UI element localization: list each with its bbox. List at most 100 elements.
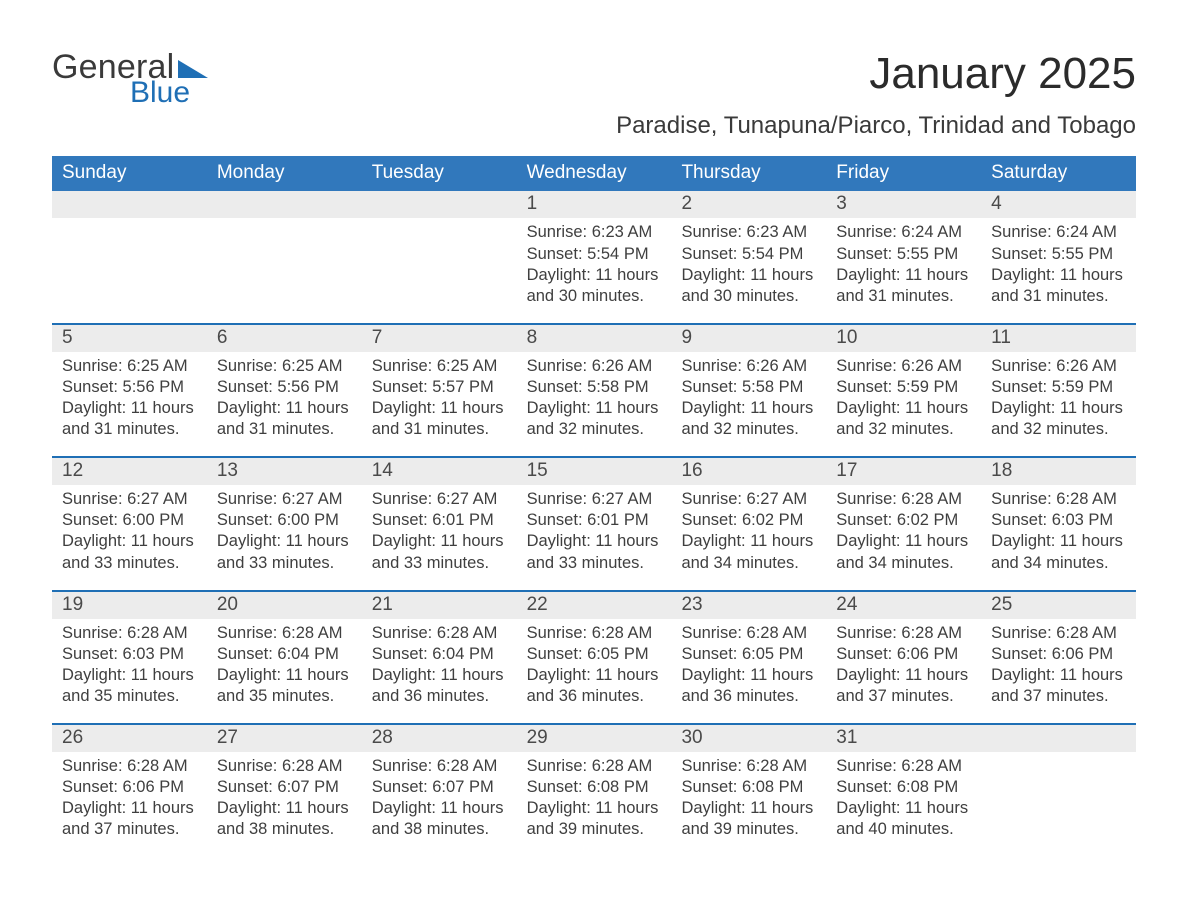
daylight-line: Daylight: 11 hours and 33 minutes. — [372, 531, 507, 573]
calendar-day-cell — [52, 191, 207, 322]
day-number: 14 — [362, 458, 517, 485]
daylight-line: Daylight: 11 hours and 32 minutes. — [991, 398, 1126, 440]
sunrise-line: Sunrise: 6:26 AM — [836, 356, 971, 377]
day-number: 3 — [826, 191, 981, 218]
daylight-line: Daylight: 11 hours and 32 minutes. — [527, 398, 662, 440]
sunset-line: Sunset: 6:02 PM — [836, 510, 971, 531]
sunset-line: Sunset: 6:07 PM — [217, 777, 352, 798]
sunrise-line: Sunrise: 6:28 AM — [681, 623, 816, 644]
daylight-line: Daylight: 11 hours and 31 minutes. — [217, 398, 352, 440]
day-details: Sunrise: 6:28 AMSunset: 6:05 PMDaylight:… — [517, 619, 672, 707]
calendar-day-cell: 5Sunrise: 6:25 AMSunset: 5:56 PMDaylight… — [52, 325, 207, 456]
sunrise-line: Sunrise: 6:28 AM — [372, 756, 507, 777]
day-details: Sunrise: 6:28 AMSunset: 6:04 PMDaylight:… — [362, 619, 517, 707]
calendar-weeks: 1Sunrise: 6:23 AMSunset: 5:54 PMDaylight… — [52, 191, 1136, 856]
calendar-day-cell: 31Sunrise: 6:28 AMSunset: 6:08 PMDayligh… — [826, 725, 981, 856]
day-details: Sunrise: 6:28 AMSunset: 6:03 PMDaylight:… — [981, 485, 1136, 573]
day-details: Sunrise: 6:28 AMSunset: 6:07 PMDaylight:… — [362, 752, 517, 840]
calendar-day-cell: 29Sunrise: 6:28 AMSunset: 6:08 PMDayligh… — [517, 725, 672, 856]
title-block: January 2025 Paradise, Tunapuna/Piarco, … — [616, 50, 1136, 140]
day-details: Sunrise: 6:27 AMSunset: 6:01 PMDaylight:… — [517, 485, 672, 573]
sunrise-line: Sunrise: 6:24 AM — [991, 222, 1126, 243]
brand-logo: General Blue — [52, 50, 212, 108]
day-number: 6 — [207, 325, 362, 352]
daylight-line: Daylight: 11 hours and 37 minutes. — [62, 798, 197, 840]
sunset-line: Sunset: 5:58 PM — [527, 377, 662, 398]
day-number: 20 — [207, 592, 362, 619]
sunset-line: Sunset: 5:55 PM — [836, 244, 971, 265]
weekday-header: Monday — [207, 156, 362, 191]
sunset-line: Sunset: 6:08 PM — [681, 777, 816, 798]
calendar-day-cell: 9Sunrise: 6:26 AMSunset: 5:58 PMDaylight… — [671, 325, 826, 456]
day-number: 16 — [671, 458, 826, 485]
sunrise-line: Sunrise: 6:27 AM — [681, 489, 816, 510]
sunset-line: Sunset: 6:06 PM — [62, 777, 197, 798]
day-details: Sunrise: 6:27 AMSunset: 6:02 PMDaylight:… — [671, 485, 826, 573]
weekday-header: Saturday — [981, 156, 1136, 191]
sunrise-line: Sunrise: 6:28 AM — [372, 623, 507, 644]
sunset-line: Sunset: 6:02 PM — [681, 510, 816, 531]
sunset-line: Sunset: 5:56 PM — [62, 377, 197, 398]
sunset-line: Sunset: 6:05 PM — [527, 644, 662, 665]
day-number: 17 — [826, 458, 981, 485]
day-number: 12 — [52, 458, 207, 485]
sunrise-line: Sunrise: 6:28 AM — [62, 756, 197, 777]
calendar-day-cell: 2Sunrise: 6:23 AMSunset: 5:54 PMDaylight… — [671, 191, 826, 322]
calendar-day-cell: 3Sunrise: 6:24 AMSunset: 5:55 PMDaylight… — [826, 191, 981, 322]
day-number: 9 — [671, 325, 826, 352]
sunset-line: Sunset: 6:04 PM — [372, 644, 507, 665]
calendar-day-cell — [981, 725, 1136, 856]
daylight-line: Daylight: 11 hours and 31 minutes. — [62, 398, 197, 440]
daylight-line: Daylight: 11 hours and 33 minutes. — [527, 531, 662, 573]
day-number: 24 — [826, 592, 981, 619]
daylight-line: Daylight: 11 hours and 30 minutes. — [681, 265, 816, 307]
day-number: 13 — [207, 458, 362, 485]
daylight-line: Daylight: 11 hours and 35 minutes. — [62, 665, 197, 707]
calendar-week: 5Sunrise: 6:25 AMSunset: 5:56 PMDaylight… — [52, 323, 1136, 456]
sunrise-line: Sunrise: 6:28 AM — [836, 489, 971, 510]
day-details: Sunrise: 6:23 AMSunset: 5:54 PMDaylight:… — [671, 218, 826, 306]
daylight-line: Daylight: 11 hours and 39 minutes. — [527, 798, 662, 840]
day-details: Sunrise: 6:25 AMSunset: 5:56 PMDaylight:… — [52, 352, 207, 440]
calendar-day-cell: 11Sunrise: 6:26 AMSunset: 5:59 PMDayligh… — [981, 325, 1136, 456]
logo-text-blue: Blue — [130, 78, 212, 108]
day-details: Sunrise: 6:28 AMSunset: 6:05 PMDaylight:… — [671, 619, 826, 707]
calendar-day-cell: 27Sunrise: 6:28 AMSunset: 6:07 PMDayligh… — [207, 725, 362, 856]
sunset-line: Sunset: 6:06 PM — [991, 644, 1126, 665]
day-details: Sunrise: 6:26 AMSunset: 5:59 PMDaylight:… — [826, 352, 981, 440]
sunset-line: Sunset: 5:59 PM — [836, 377, 971, 398]
calendar-day-cell: 14Sunrise: 6:27 AMSunset: 6:01 PMDayligh… — [362, 458, 517, 589]
day-number — [207, 191, 362, 218]
location-subtitle: Paradise, Tunapuna/Piarco, Trinidad and … — [616, 112, 1136, 140]
weekday-header-row: SundayMondayTuesdayWednesdayThursdayFrid… — [52, 156, 1136, 191]
day-details: Sunrise: 6:28 AMSunset: 6:03 PMDaylight:… — [52, 619, 207, 707]
sunset-line: Sunset: 6:03 PM — [62, 644, 197, 665]
weekday-header: Wednesday — [517, 156, 672, 191]
calendar-day-cell: 21Sunrise: 6:28 AMSunset: 6:04 PMDayligh… — [362, 592, 517, 723]
day-details: Sunrise: 6:28 AMSunset: 6:06 PMDaylight:… — [826, 619, 981, 707]
day-details: Sunrise: 6:28 AMSunset: 6:08 PMDaylight:… — [826, 752, 981, 840]
sunrise-line: Sunrise: 6:23 AM — [681, 222, 816, 243]
day-number: 30 — [671, 725, 826, 752]
daylight-line: Daylight: 11 hours and 38 minutes. — [217, 798, 352, 840]
sunset-line: Sunset: 5:57 PM — [372, 377, 507, 398]
calendar-day-cell: 25Sunrise: 6:28 AMSunset: 6:06 PMDayligh… — [981, 592, 1136, 723]
calendar-day-cell: 17Sunrise: 6:28 AMSunset: 6:02 PMDayligh… — [826, 458, 981, 589]
sunrise-line: Sunrise: 6:27 AM — [372, 489, 507, 510]
sunrise-line: Sunrise: 6:25 AM — [217, 356, 352, 377]
sunset-line: Sunset: 6:07 PM — [372, 777, 507, 798]
header-row: General Blue January 2025 Paradise, Tuna… — [52, 50, 1136, 140]
calendar-document: General Blue January 2025 Paradise, Tuna… — [0, 0, 1188, 897]
day-number: 5 — [52, 325, 207, 352]
calendar-day-cell: 19Sunrise: 6:28 AMSunset: 6:03 PMDayligh… — [52, 592, 207, 723]
sunrise-line: Sunrise: 6:28 AM — [527, 756, 662, 777]
day-details: Sunrise: 6:28 AMSunset: 6:08 PMDaylight:… — [671, 752, 826, 840]
calendar-week: 12Sunrise: 6:27 AMSunset: 6:00 PMDayligh… — [52, 456, 1136, 589]
sunset-line: Sunset: 6:08 PM — [527, 777, 662, 798]
day-details: Sunrise: 6:28 AMSunset: 6:07 PMDaylight:… — [207, 752, 362, 840]
daylight-line: Daylight: 11 hours and 34 minutes. — [991, 531, 1126, 573]
logo-triangle-icon — [178, 56, 212, 78]
calendar-day-cell: 7Sunrise: 6:25 AMSunset: 5:57 PMDaylight… — [362, 325, 517, 456]
sunset-line: Sunset: 5:54 PM — [527, 244, 662, 265]
daylight-line: Daylight: 11 hours and 33 minutes. — [62, 531, 197, 573]
